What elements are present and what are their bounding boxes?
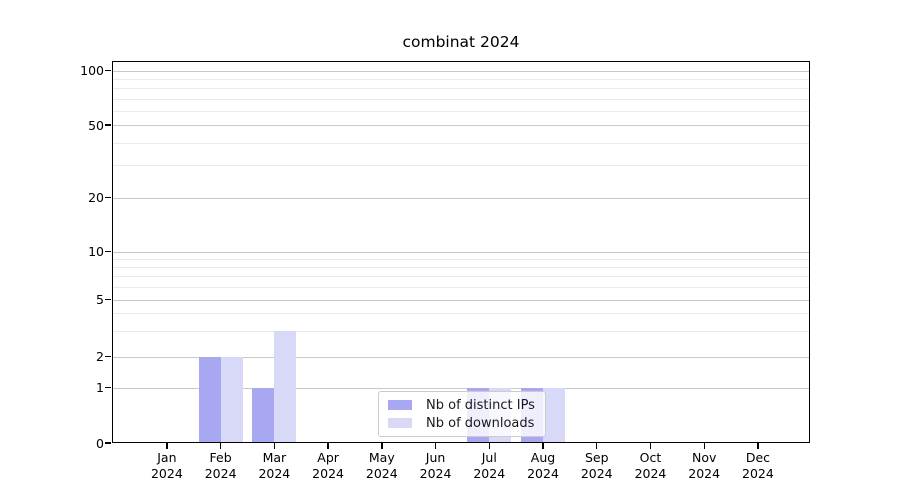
y-tick-mark-0 — [105, 442, 111, 444]
x-tick-mark-aug — [542, 443, 544, 449]
x-tick-mark-jul — [488, 443, 490, 449]
y-tick-mark-100 — [105, 69, 111, 72]
x-tick-mark-feb — [220, 443, 222, 449]
bar-nb-of-downloads-aug-2024 — [543, 387, 565, 443]
legend-label-downloads: Nb of downloads — [426, 415, 535, 431]
y-tick-label-100: 100 — [80, 63, 104, 78]
gridline-minor-90 — [112, 78, 810, 80]
gridline-minor-80 — [112, 88, 810, 90]
bar-nb-of-distinct-ips-mar-2024 — [252, 387, 275, 443]
gridline-major-1 — [112, 387, 810, 389]
gridline-minor-30 — [112, 165, 810, 167]
y-tick-mark-10 — [105, 250, 111, 253]
x-tick-label-jan-2024: Jan 2024 — [150, 450, 183, 481]
bar-nb-of-downloads-mar-2024 — [274, 331, 297, 443]
x-tick-mark-dec — [757, 443, 759, 449]
y-tick-label-5: 5 — [96, 292, 104, 307]
y-tick-label-2: 2 — [96, 349, 104, 364]
gridline-minor-6 — [112, 286, 810, 288]
gridline-major-2 — [112, 356, 810, 358]
x-tick-label-apr-2024: Apr 2024 — [312, 450, 344, 481]
x-tick-mark-jan — [166, 443, 168, 449]
x-tick-mark-oct — [649, 443, 652, 449]
gridline-minor-60 — [112, 110, 810, 112]
y-tick-mark-20 — [105, 196, 111, 199]
x-tick-mark-may — [381, 443, 383, 449]
y-tick-mark-50 — [105, 124, 111, 126]
x-tick-mark-apr — [327, 443, 329, 449]
gridline-major-100 — [112, 70, 810, 72]
chart-title: combinat 2024 — [402, 33, 520, 51]
gridline-minor-7 — [112, 276, 810, 278]
legend-swatch-downloads — [388, 418, 412, 428]
x-tick-mark-jun — [434, 443, 437, 449]
x-tick-label-oct-2024: Oct 2024 — [634, 450, 667, 481]
gridline-major-50 — [112, 125, 810, 126]
x-tick-mark-nov — [703, 443, 705, 449]
gridline-minor-70 — [112, 98, 810, 100]
x-tick-label-jun-2024: Jun 2024 — [419, 450, 452, 481]
gridline-major-10 — [112, 251, 810, 253]
gridline-minor-4 — [112, 313, 810, 315]
x-tick-mark-sep — [596, 443, 598, 449]
x-tick-mark-mar — [273, 443, 276, 449]
bar-nb-of-distinct-ips-feb-2024 — [198, 356, 221, 443]
gridline-minor-9 — [112, 258, 810, 260]
legend-item-distinct-ips: Nb of distinct IPs — [388, 397, 536, 413]
x-tick-label-aug-2024: Aug 2024 — [527, 450, 559, 481]
legend-item-downloads: Nb of downloads — [388, 415, 536, 431]
plot-area — [112, 61, 810, 443]
x-tick-label-nov-2024: Nov 2024 — [688, 450, 721, 481]
legend: Nb of distinct IPs Nb of downloads — [378, 391, 546, 437]
legend-swatch-distinct-ips — [388, 400, 412, 410]
gridline-major-20 — [112, 197, 810, 199]
y-tick-mark-5 — [105, 298, 111, 301]
x-tick-label-jul-2024: Jul 2024 — [473, 450, 506, 481]
y-tick-mark-1 — [105, 386, 111, 389]
x-tick-label-feb-2024: Feb 2024 — [204, 450, 237, 481]
x-tick-label-dec-2024: Dec 2024 — [742, 450, 774, 481]
gridline-minor-3 — [112, 331, 810, 333]
gridline-minor-8 — [112, 266, 810, 268]
y-tick-label-0: 0 — [96, 435, 104, 451]
gridline-minor-40 — [112, 142, 810, 144]
x-tick-label-may-2024: May 2024 — [365, 450, 398, 481]
legend-label-distinct-ips: Nb of distinct IPs — [426, 397, 535, 413]
x-tick-label-mar-2024: Mar 2024 — [258, 450, 291, 481]
y-tick-label-50: 50 — [88, 117, 104, 133]
y-tick-label-1: 1 — [96, 380, 104, 395]
gridline-major-5 — [112, 299, 810, 301]
x-tick-label-sep-2024: Sep 2024 — [580, 450, 613, 481]
bar-nb-of-downloads-feb-2024 — [220, 356, 243, 443]
y-tick-label-10: 10 — [88, 244, 104, 259]
y-tick-label-20: 20 — [88, 190, 104, 205]
y-tick-mark-2 — [105, 355, 111, 358]
